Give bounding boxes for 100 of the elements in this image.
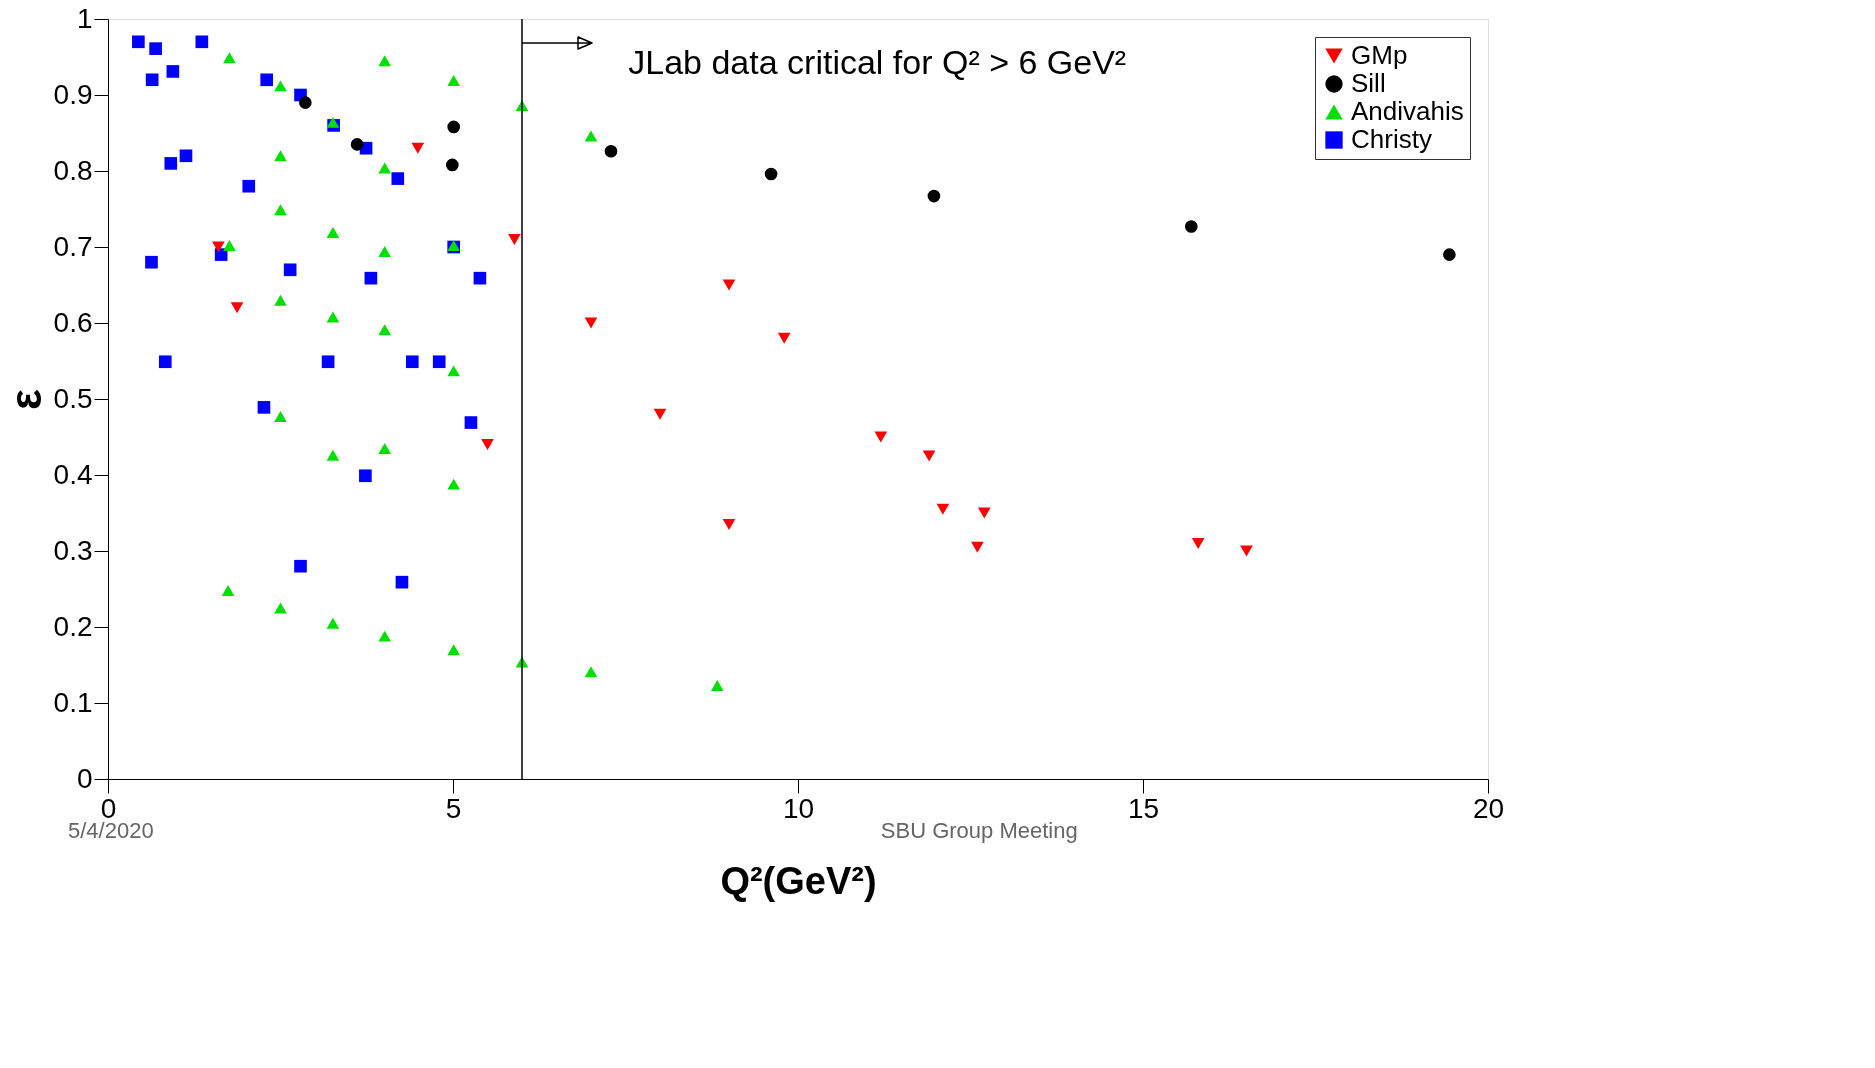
point: [145, 255, 158, 269]
point: [777, 332, 791, 344]
y-tick-label: 0.9: [53, 78, 93, 110]
y-tick-label: 0.1: [53, 686, 93, 718]
y-tick-label: 0.8: [53, 154, 93, 186]
y-tick-label: 0.5: [53, 382, 93, 414]
point: [294, 559, 307, 573]
y-tick-label: 0: [76, 762, 93, 794]
point: [350, 138, 364, 151]
point: [391, 172, 405, 185]
x-tick-label: 10: [782, 792, 815, 824]
point: [230, 302, 244, 314]
y-tick-label: 0.3: [53, 534, 93, 566]
point: [158, 355, 172, 369]
point: [221, 585, 235, 596]
point: [464, 416, 478, 429]
point: [378, 324, 392, 336]
point: [1184, 220, 1198, 233]
point: [584, 317, 598, 329]
point: [326, 311, 340, 323]
point: [179, 149, 193, 163]
y-tick-label: 1: [76, 2, 93, 34]
point: [274, 150, 287, 162]
point: [584, 666, 598, 678]
point: [149, 42, 162, 55]
point: [405, 355, 419, 369]
point: [223, 52, 236, 64]
point: [274, 411, 287, 422]
text: SBU Group Meeting: [880, 818, 1078, 843]
point: [299, 96, 312, 109]
point: [874, 431, 888, 443]
x-axis-title: Q²(GeV²): [720, 859, 877, 902]
point: [359, 469, 372, 483]
point: [195, 35, 209, 49]
point: [971, 541, 984, 553]
point: [326, 617, 340, 629]
point: [447, 120, 461, 134]
point: [378, 162, 392, 174]
point: [378, 246, 392, 258]
point: [364, 271, 378, 285]
y-tick-label: 0.6: [53, 306, 93, 338]
point: [710, 680, 724, 691]
point: [604, 144, 618, 158]
point: [722, 518, 736, 530]
point: [283, 263, 297, 277]
annotation: JLab data critical for Q² > 6 GeV²: [628, 43, 1127, 81]
point: [145, 73, 159, 87]
point: [473, 271, 487, 285]
point: [164, 157, 178, 170]
point: [326, 116, 340, 128]
point: [260, 73, 274, 87]
legend-label: GMp: [1351, 40, 1408, 70]
x-tick-label: 5: [445, 792, 462, 824]
legend-label: Christy: [1351, 124, 1432, 154]
point: [447, 478, 461, 490]
legend-label: Sill: [1351, 68, 1386, 98]
point: [257, 401, 271, 414]
point: [977, 507, 991, 519]
point: [447, 644, 461, 656]
point: [166, 65, 180, 78]
point: [447, 365, 461, 377]
point: [274, 204, 287, 216]
point: [447, 75, 461, 87]
point: [936, 503, 950, 515]
point: [411, 142, 425, 154]
point: [378, 55, 392, 67]
point: [481, 439, 494, 451]
point: [432, 355, 446, 369]
legend-label: Andivahis: [1351, 96, 1464, 126]
point: [378, 630, 392, 642]
y-axis-title: ε: [0, 388, 50, 410]
point: [722, 279, 736, 291]
x-tick-label: 20: [1472, 792, 1505, 824]
point: [922, 450, 936, 462]
point: [242, 179, 256, 193]
point: [212, 241, 225, 253]
point: [274, 80, 287, 92]
point: [764, 167, 778, 181]
y-tick-label: 0.7: [53, 230, 93, 262]
point: [1240, 545, 1253, 557]
point: [274, 602, 287, 614]
point: [1443, 248, 1456, 261]
point: [653, 408, 667, 420]
point: [223, 240, 236, 251]
point: [326, 227, 340, 239]
point: [326, 449, 340, 461]
point: [395, 575, 409, 589]
point: [1191, 537, 1205, 549]
point: [274, 294, 287, 306]
y-tick-label: 0.2: [53, 610, 93, 642]
point: [508, 233, 521, 245]
point: [378, 442, 392, 454]
point: [584, 130, 598, 142]
point: [321, 355, 335, 369]
y-tick-label: 0.4: [53, 458, 93, 490]
point: [927, 189, 941, 203]
text: 5/4/2020: [68, 818, 154, 843]
x-tick-label: 15: [1127, 792, 1160, 824]
point: [445, 158, 459, 172]
point: [132, 35, 145, 49]
